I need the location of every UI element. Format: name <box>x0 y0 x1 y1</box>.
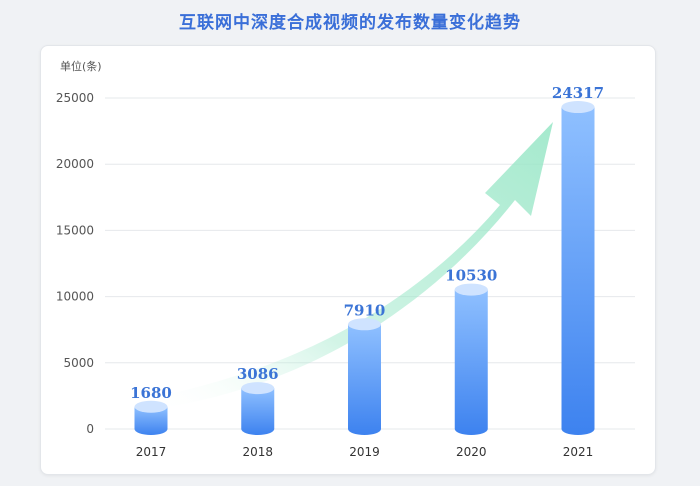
x-tick-label: 2020 <box>456 445 487 459</box>
x-tick-label: 2018 <box>242 445 273 459</box>
y-axis-unit: 单位(条) <box>60 59 102 73</box>
data-label: 24317 <box>552 84 604 102</box>
bar-2021: 24317 <box>552 84 604 436</box>
data-label: 3086 <box>237 365 279 383</box>
bar-cap <box>561 101 595 114</box>
x-tick-label: 2021 <box>563 445 594 459</box>
data-label: 7910 <box>344 301 386 319</box>
y-tick-label: 10000 <box>56 290 94 304</box>
bar-body <box>241 388 275 435</box>
y-tick-label: 20000 <box>56 157 94 171</box>
y-tick-label: 25000 <box>56 91 94 105</box>
chart-title: 互联网中深度合成视频的发布数量变化趋势 <box>179 13 521 33</box>
bar-cap <box>348 318 381 331</box>
bar-2017: 1680 <box>130 384 172 435</box>
data-label: 10530 <box>445 267 497 285</box>
data-label: 1680 <box>130 384 172 402</box>
bar-body <box>454 289 488 435</box>
x-tick-label: 2017 <box>136 445 167 459</box>
bar-2020: 10530 <box>445 267 497 435</box>
bar-2019: 7910 <box>344 301 386 435</box>
bar-body <box>134 406 168 435</box>
bars: 1680 3086 7910 10530 24317 <box>130 84 604 436</box>
bar-body <box>561 107 595 436</box>
y-axis: 0 5000 10000 15000 20000 25000 <box>56 91 94 436</box>
x-tick-label: 2019 <box>349 445 380 459</box>
bar-body <box>348 324 381 435</box>
bar-cap <box>454 283 488 296</box>
bar-2018: 3086 <box>237 365 279 435</box>
y-tick-label: 15000 <box>56 223 94 237</box>
y-tick-label: 5000 <box>63 356 94 370</box>
bar-cap <box>134 400 168 413</box>
x-axis: 2017 2018 2019 2020 2021 <box>136 445 594 459</box>
bar-cap <box>241 382 275 395</box>
y-tick-label: 0 <box>86 422 94 436</box>
